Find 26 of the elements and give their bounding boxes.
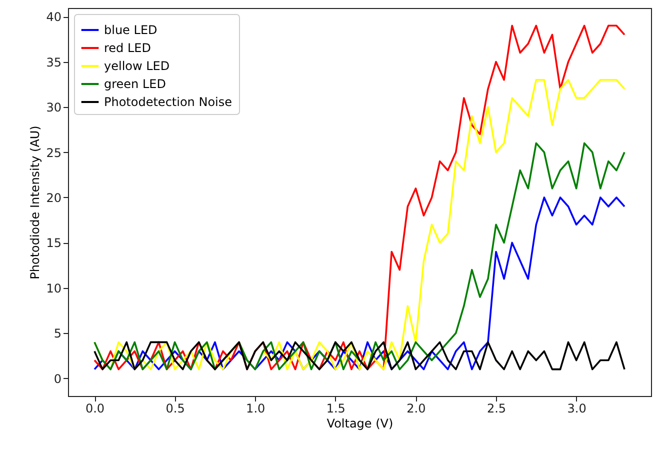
legend-label: green LED [104, 77, 166, 91]
y-tick-label: 35 [46, 55, 62, 70]
line-series [94, 24, 626, 370]
y-tick-label: 25 [46, 146, 62, 160]
y-tick-label: 10 [46, 281, 62, 296]
x-tick-label: 2.5 [486, 402, 506, 416]
y-tick-label: 40 [46, 10, 62, 24]
y-tick-label: 30 [46, 100, 62, 115]
y-tick-label: 15 [46, 236, 62, 250]
legend-label: blue LED [104, 23, 158, 37]
x-tick-label: 0.5 [166, 402, 185, 416]
line-series [94, 142, 626, 370]
y-tick-label: 5 [54, 326, 62, 341]
x-axis-title: Voltage (V) [326, 416, 394, 430]
x-tick-label: 1.0 [246, 402, 266, 416]
legend-label: yellow LED [104, 59, 170, 73]
legend-label: Photodetection Noise [104, 95, 232, 109]
x-tick-label: 1.5 [326, 402, 346, 416]
y-tick-label: 20 [46, 190, 62, 205]
y-axis-title: Photodiode Intensity (AU) [28, 126, 42, 280]
x-tick-label: 3.0 [567, 402, 586, 416]
line-series [94, 341, 626, 370]
legend-label: red LED [104, 41, 151, 55]
x-tick-label: 0.0 [85, 402, 105, 416]
x-tick-label: 2.0 [406, 402, 426, 416]
y-tick-label: 0 [54, 372, 62, 386]
